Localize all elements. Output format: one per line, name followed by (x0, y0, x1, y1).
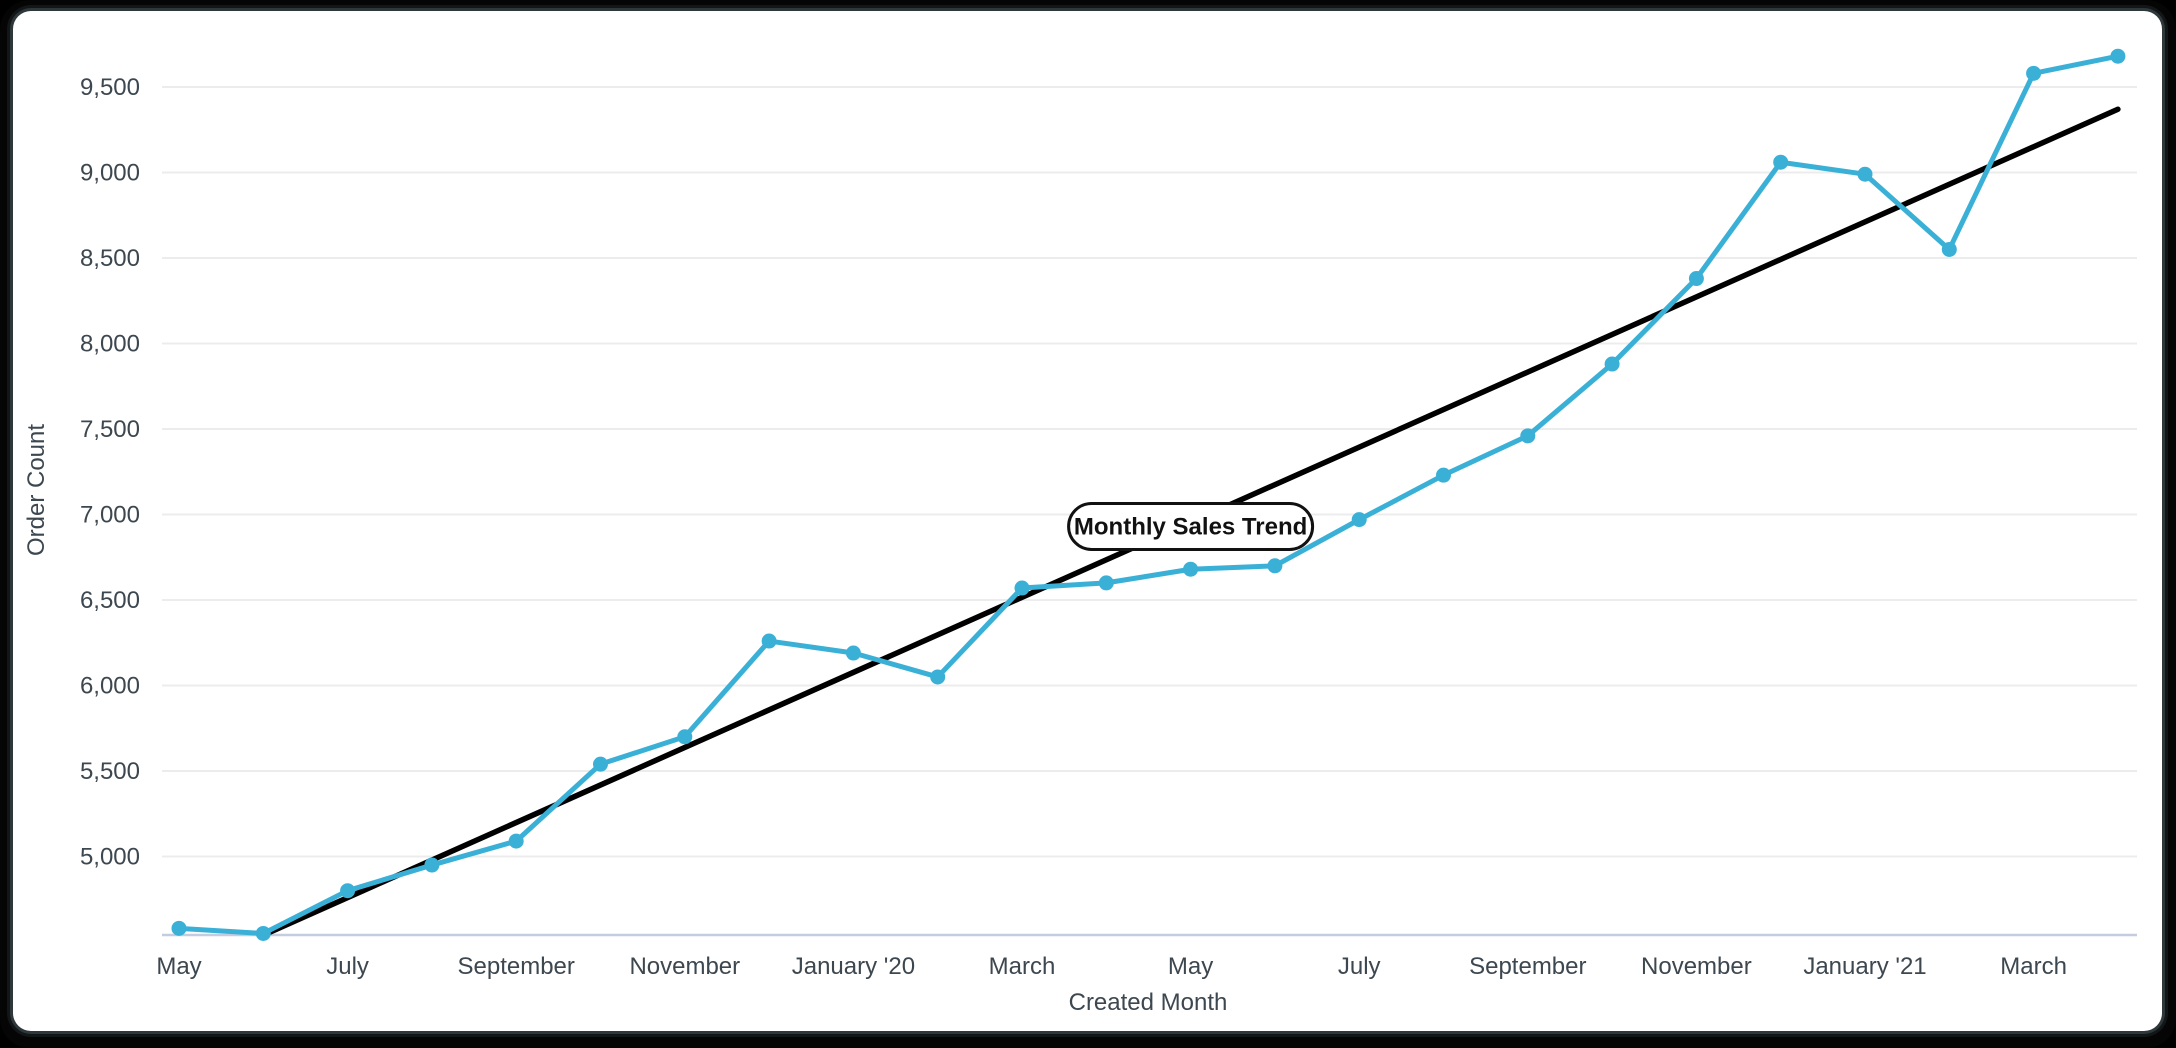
x-tick-label: March (989, 953, 1056, 980)
y-axis-title: Order Count (23, 424, 50, 556)
x-tick-label: January '20 (792, 953, 915, 980)
data-point-marker[interactable] (1098, 575, 1114, 591)
data-point-marker[interactable] (1267, 558, 1283, 574)
x-tick-label: November (1641, 953, 1752, 980)
x-axis-tick-labels: May July September November January '20 March… (156, 953, 2067, 980)
y-tick-label: 9,000 (80, 160, 140, 187)
annotation-pill-text: Monthly Sales Trend (1074, 513, 1307, 540)
data-point-marker[interactable] (2026, 65, 2042, 81)
annotation-pill-background (1067, 501, 1315, 551)
x-tick-label: September (1469, 953, 1586, 980)
data-point-marker[interactable] (1604, 356, 1620, 372)
data-point-marker[interactable] (1014, 580, 1030, 596)
data-point-marker[interactable] (424, 857, 440, 873)
y-tick-label: 7,500 (80, 416, 140, 443)
data-point-marker[interactable] (1520, 428, 1536, 444)
x-tick-label: January '21 (1803, 953, 1926, 980)
y-tick-label: 9,500 (80, 74, 140, 101)
data-point-marker[interactable] (845, 645, 861, 661)
y-tick-label: 7,000 (80, 502, 140, 529)
data-point-marker[interactable] (761, 633, 777, 649)
x-tick-label: July (1338, 953, 1381, 980)
y-tick-label: 5,500 (80, 758, 140, 785)
x-tick-label: March (2000, 953, 2067, 980)
order-count-line (176, 53, 2121, 936)
trend-annotation-pill[interactable]: Monthly Sales Trend (1067, 501, 1315, 551)
x-tick-label: May (1168, 953, 1213, 980)
data-point-marker[interactable] (677, 729, 693, 745)
data-point-marker[interactable] (171, 920, 187, 936)
data-point-marker[interactable] (508, 833, 524, 849)
data-point-marker[interactable] (1773, 154, 1789, 170)
y-tick-label: 8,000 (80, 331, 140, 358)
gridlines-group (162, 86, 2137, 937)
data-point-marker[interactable] (1857, 166, 1873, 182)
x-tick-label: July (326, 953, 369, 980)
data-point-marker[interactable] (255, 925, 271, 941)
x-tick-label: November (629, 953, 740, 980)
x-tick-label: September (457, 953, 574, 980)
x-tick-label: May (156, 953, 201, 980)
y-tick-label: 5,000 (80, 844, 140, 871)
data-point-marker[interactable] (340, 883, 356, 899)
data-point-marker[interactable] (1351, 512, 1367, 528)
data-point-marker[interactable] (593, 756, 608, 772)
data-point-marker[interactable] (1183, 561, 1199, 577)
data-series-group (171, 48, 2126, 941)
y-tick-label: 6,500 (80, 587, 140, 614)
x-axis-title: Created Month (1069, 989, 1228, 1016)
data-point-marker[interactable] (1436, 467, 1451, 483)
data-point-marker[interactable] (1941, 241, 1957, 257)
data-point-marker[interactable] (930, 669, 946, 685)
data-point-marker[interactable] (1688, 271, 1704, 287)
y-axis-tick-labels: 5,000 5,500 6,000 6,500 7,000 7,500 8,000 8,500… (80, 74, 140, 871)
data-point-marker[interactable] (2110, 48, 2126, 64)
y-tick-label: 6,000 (80, 673, 140, 700)
y-tick-label: 8,500 (80, 245, 140, 272)
